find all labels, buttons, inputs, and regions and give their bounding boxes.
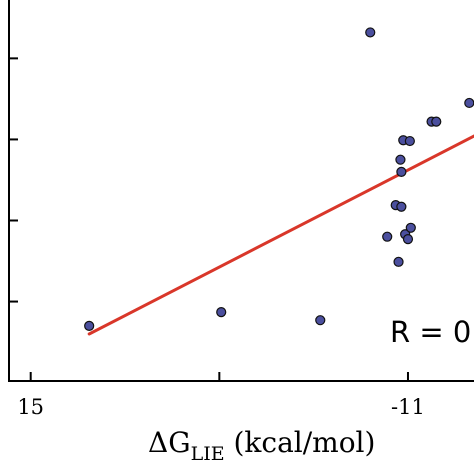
x-axis-label-unit: (kcal/mol)	[225, 426, 376, 459]
data-point-0	[84, 320, 95, 331]
x-tick-label-0: 15	[17, 395, 44, 419]
data-point-8	[396, 201, 407, 212]
tick-labels-group: 15 -11	[17, 395, 425, 419]
data-point-17	[464, 97, 474, 109]
regression-line-group	[87, 134, 474, 336]
regression-line	[87, 134, 474, 336]
x-axis-label-sub: LIE	[191, 443, 225, 465]
data-point-7	[395, 154, 406, 165]
data-point-9	[396, 166, 407, 177]
data-point-16	[431, 116, 442, 127]
data-points-group	[84, 27, 474, 331]
x-tick-label-2: -11	[391, 395, 425, 419]
data-point-4	[382, 231, 393, 242]
data-point-1	[216, 306, 227, 318]
data-point-2	[315, 315, 326, 326]
tick-marks	[9, 57, 409, 381]
data-point-12	[402, 234, 414, 245]
x-axis-label: ΔGLIE (kcal/mol)	[148, 426, 375, 465]
data-point-3	[365, 27, 376, 38]
x-axis-label-main: ΔG	[148, 426, 191, 459]
plot-frame	[8, 0, 474, 382]
r-annotation: R = 0	[390, 315, 471, 349]
data-point-14	[405, 222, 416, 233]
data-point-13	[404, 135, 415, 147]
data-point-6	[393, 256, 404, 267]
